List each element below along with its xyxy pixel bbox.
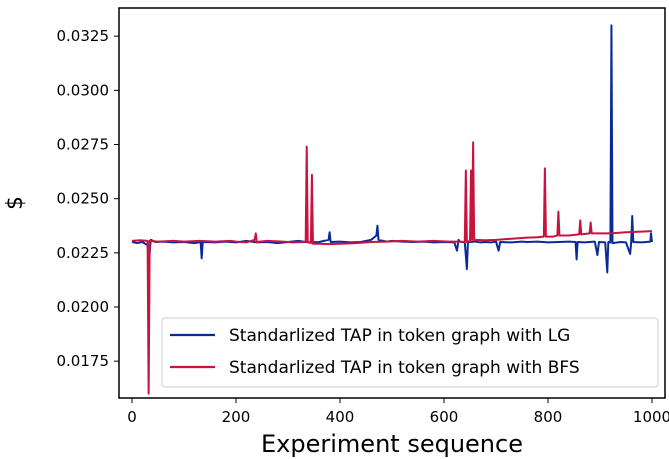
y-tick-label: 0.0325 — [57, 27, 110, 45]
y-axis-title: $ — [3, 196, 28, 210]
x-tick-label: 1000 — [633, 408, 669, 426]
y-tick-label: 0.0225 — [57, 244, 110, 262]
x-tick-label: 0 — [127, 408, 137, 426]
x-ticks: 0 200 400 600 800 1000 — [127, 398, 669, 426]
legend-label-bfs: Standarlized TAP in token graph with BFS — [229, 358, 580, 378]
x-tick-label: 200 — [222, 408, 251, 426]
series-layer — [131, 24, 653, 395]
x-axis-title: Experiment sequence — [261, 430, 523, 458]
x-tick-label: 400 — [326, 408, 355, 426]
y-tick-label: 0.0275 — [57, 136, 110, 154]
y-tick-label: 0.0300 — [57, 81, 110, 99]
legend-label-lg: Standarlized TAP in token graph with LG — [229, 326, 570, 346]
y-tick-label: 0.0175 — [57, 352, 110, 370]
plot-frame — [118, 7, 666, 399]
x-tick-label: 800 — [534, 408, 563, 426]
x-tick-label: 600 — [430, 408, 459, 426]
y-tick-label: 0.0250 — [57, 190, 110, 208]
y-tick-label: 0.0200 — [57, 298, 110, 316]
legend: Standarlized TAP in token graph with LG … — [161, 317, 659, 388]
legend-box — [161, 317, 659, 388]
series-line-bfs — [131, 141, 653, 395]
y-ticks: 0.0175 0.0200 0.0225 0.0250 0.0275 0.0300 0.03… — [57, 27, 119, 370]
